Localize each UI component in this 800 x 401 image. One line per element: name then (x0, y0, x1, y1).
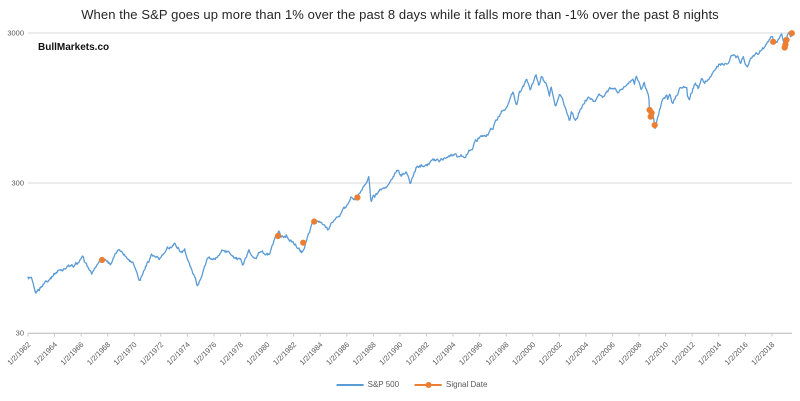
x-tick-label: 1/2/1982 (271, 340, 298, 367)
x-tick-label: 1/2/1976 (191, 340, 218, 367)
legend: S&P 500 Signal Date (336, 380, 487, 389)
signal-marker (783, 36, 790, 44)
x-tick-label: 1/2/1986 (324, 340, 351, 367)
signal-marker (648, 109, 655, 116)
x-tick-label: 1/2/2010 (643, 340, 670, 367)
x-tick-label: 1/2/1966 (59, 340, 86, 367)
signal-marker (788, 30, 795, 37)
watermark-bullmarkets: BullMarkets.co (38, 42, 110, 53)
y-tick-label: 3000 (7, 29, 24, 38)
x-tick-label: 1/2/1972 (138, 340, 165, 367)
legend-item-sp500: S&P 500 (336, 380, 400, 389)
x-tick-label: 1/2/2000 (510, 340, 537, 367)
chart-title: When the S&P goes up more than 1% over t… (81, 7, 719, 22)
x-tick-label: 1/2/1980 (245, 340, 272, 367)
sp500-line (27, 31, 793, 294)
signal-marker (99, 256, 106, 264)
x-tick-label: 1/2/1994 (430, 340, 457, 367)
x-tick-label: 1/2/1990 (377, 340, 404, 367)
signal-marker (300, 239, 307, 246)
signal-marker (782, 41, 789, 48)
signal-line-swatch-icon (415, 381, 443, 388)
x-tick-label: 1/2/2002 (537, 340, 564, 367)
x-tick-label: 1/2/2012 (670, 340, 697, 367)
x-tick-label: 1/2/1974 (165, 340, 192, 367)
y-tick-label: 300 (11, 179, 24, 188)
x-tick-label: 1/2/2006 (590, 340, 617, 367)
x-tick-label: 1/2/2008 (616, 340, 643, 367)
x-tick-label: 1/2/1984 (298, 340, 325, 367)
legend-label-sp500: S&P 500 (367, 380, 400, 389)
signal-dot-icon (425, 381, 432, 388)
x-tick-label: 1/2/1970 (112, 340, 139, 367)
sp500-line-swatch-icon (336, 383, 364, 386)
x-tick-label: 1/2/1978 (218, 340, 245, 367)
x-tick-label: 1/2/2016 (723, 340, 750, 367)
x-tick-label: 1/2/2004 (563, 340, 590, 367)
signal-marker (311, 218, 318, 225)
legend-label-signal: Signal Date (446, 380, 488, 389)
x-tick-label: 1/2/2018 (749, 340, 776, 367)
x-tick-label: 1/2/2014 (696, 340, 723, 367)
signal-marker (274, 232, 282, 240)
x-tick-label: 1/2/1998 (484, 340, 511, 367)
x-tick-label: 1/2/1988 (351, 340, 378, 367)
legend-item-signal: Signal Date (415, 380, 487, 389)
signal-marker (651, 122, 658, 129)
x-tick-label: 1/2/1992 (404, 340, 431, 367)
x-tick-label: 1/2/1968 (85, 340, 112, 367)
x-tick-label: 1/2/1964 (32, 340, 59, 367)
y-tick-label: 30 (16, 329, 24, 338)
x-tick-label: 1/2/1996 (457, 340, 484, 367)
x-tick-label: 1/2/1962 (5, 340, 32, 367)
signal-marker (354, 194, 361, 201)
signal-marker (770, 38, 777, 45)
